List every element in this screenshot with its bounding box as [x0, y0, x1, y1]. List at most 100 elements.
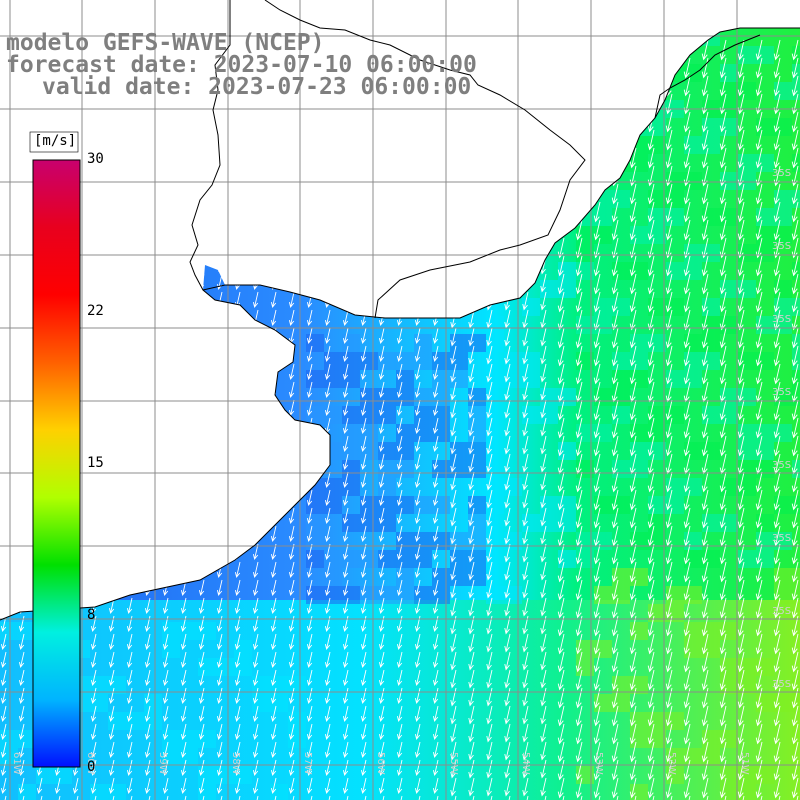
wind-arrow	[90, 723, 97, 741]
wind-arrow	[414, 471, 421, 489]
wind-arrow	[234, 705, 241, 723]
wind-arrow	[288, 363, 295, 381]
wind-cell	[648, 406, 666, 424]
wind-arrow	[18, 651, 25, 669]
wind-arrow	[324, 471, 331, 489]
wind-arrow	[737, 327, 745, 349]
wind-arrow	[414, 345, 421, 363]
wind-arrow	[360, 489, 367, 507]
wind-arrow	[665, 237, 673, 259]
wind-arrow	[665, 561, 673, 583]
wind-arrow	[450, 723, 457, 743]
wind-arrow	[701, 345, 709, 367]
wind-arrow	[378, 327, 385, 345]
wind-cell	[630, 334, 648, 352]
wind-arrow	[540, 273, 547, 293]
wind-arrow	[701, 741, 709, 763]
wind-cell	[792, 694, 800, 712]
wind-cell	[702, 208, 720, 226]
wind-arrow	[647, 741, 655, 763]
wind-cell	[396, 586, 414, 604]
wind-arrow	[522, 561, 529, 581]
wind-arrow	[629, 183, 637, 205]
wind-cell	[648, 136, 666, 154]
wind-arrow	[450, 327, 457, 347]
wind-arrow	[270, 777, 277, 795]
wind-arrow	[360, 381, 367, 399]
wind-arrow	[701, 111, 709, 133]
wind-arrow	[216, 669, 223, 687]
wind-arrow	[270, 687, 277, 705]
wind-cell	[720, 316, 738, 334]
wind-cell	[576, 352, 594, 370]
wind-cell	[630, 712, 648, 730]
wind-arrow	[701, 597, 709, 619]
wind-arrow	[611, 543, 619, 565]
wind-cell	[180, 730, 198, 748]
wind-cell	[540, 280, 558, 298]
wind-arrow	[522, 633, 529, 653]
wind-arrow	[557, 597, 565, 619]
wind-arrow	[198, 651, 205, 669]
wind-arrow	[216, 687, 223, 705]
wind-arrow	[90, 687, 97, 705]
wind-cell	[774, 280, 792, 298]
wind-arrow	[396, 687, 403, 705]
wind-arrow	[450, 579, 457, 599]
wind-arrow	[611, 489, 619, 511]
wind-arrow	[719, 687, 727, 709]
wind-arrow	[557, 579, 565, 601]
wind-arrow	[629, 309, 637, 331]
wind-cell	[630, 226, 648, 244]
wind-cell	[684, 550, 702, 568]
wind-arrow	[755, 597, 763, 619]
wind-arrow	[665, 435, 673, 457]
wind-arrow	[306, 579, 313, 597]
wind-cell	[648, 226, 666, 244]
wind-cell	[540, 406, 558, 424]
wind-cell	[594, 226, 612, 244]
wind-arrow	[575, 417, 583, 439]
wind-cell	[306, 370, 324, 388]
wind-arrow	[378, 723, 385, 741]
wind-cell	[648, 604, 666, 622]
wind-arrow	[306, 759, 313, 777]
wind-arrow	[252, 705, 259, 723]
wind-arrow	[611, 309, 619, 331]
wind-cell	[756, 766, 774, 784]
wind-arrow	[72, 795, 79, 800]
wind-cell	[252, 676, 270, 694]
wind-arrow	[575, 489, 583, 511]
wind-arrow	[324, 633, 331, 651]
lon-label: 60W	[85, 752, 96, 775]
wind-arrow	[342, 651, 349, 669]
wind-arrow	[647, 291, 655, 313]
wind-arrow	[665, 273, 673, 295]
wind-arrow	[216, 795, 223, 800]
wind-arrow	[342, 399, 349, 417]
wind-cell	[144, 712, 162, 730]
wind-arrow	[540, 453, 547, 473]
wind-arrow	[522, 309, 529, 329]
wind-arrow	[557, 705, 565, 727]
wind-cell	[792, 64, 800, 82]
wind-arrow	[486, 579, 493, 599]
wind-arrow	[540, 579, 547, 599]
wind-cell	[756, 352, 774, 370]
wind-arrow	[522, 345, 529, 365]
wind-cell	[630, 352, 648, 370]
wind-arrow	[647, 525, 655, 547]
wind-arrow	[719, 345, 727, 367]
wind-arrow	[450, 471, 457, 491]
wind-arrow	[791, 759, 799, 781]
wind-cell	[198, 622, 216, 640]
wind-arrow	[647, 435, 655, 457]
wind-arrow	[755, 417, 763, 439]
wind-arrow	[593, 705, 601, 727]
wind-arrow	[557, 651, 565, 673]
wind-arrow	[450, 669, 457, 689]
wind-cell	[720, 730, 738, 748]
wind-cell	[684, 136, 702, 154]
lat-label: 35S	[772, 679, 791, 690]
